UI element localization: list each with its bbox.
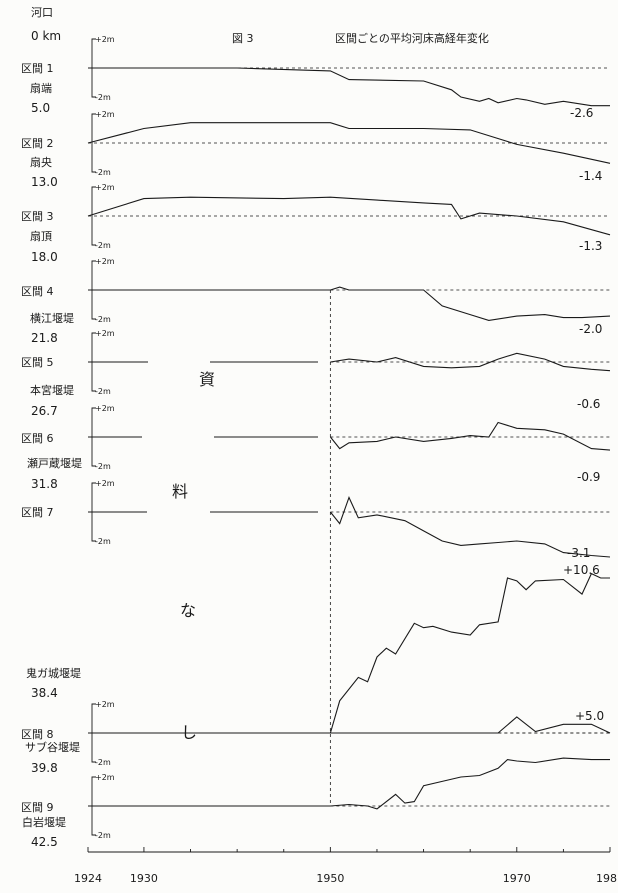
section-label: 区間 9 bbox=[21, 801, 54, 814]
scale-label-top: +2m bbox=[95, 700, 115, 709]
final-value-label: -1.3 bbox=[579, 239, 602, 253]
x-tick-label: 1930 bbox=[130, 872, 158, 885]
series-line bbox=[88, 716, 611, 734]
final-value-label: +5.0 bbox=[575, 709, 604, 723]
section-label: 区間 8 bbox=[21, 728, 54, 741]
river-point-km: 26.7 bbox=[31, 404, 58, 418]
no-data-char-3: な bbox=[180, 601, 196, 620]
scale-label-top: +2m bbox=[95, 479, 115, 488]
river-point-name: 瀬戸蔵堰堤 bbox=[27, 456, 82, 470]
scale-label-bottom: -2m bbox=[95, 758, 111, 767]
river-point-km: 0 km bbox=[31, 29, 61, 43]
x-tick-label: 1950 bbox=[316, 872, 344, 885]
x-tick-label: 1970 bbox=[503, 872, 531, 885]
section-label: 区間 4 bbox=[21, 285, 54, 298]
scale-label-top: +2m bbox=[95, 404, 115, 413]
river-point-km: 39.8 bbox=[31, 761, 58, 775]
river-point-name: サブ谷堰堤 bbox=[25, 740, 80, 754]
series-line bbox=[87, 122, 611, 164]
section-label: 区間 2 bbox=[21, 137, 54, 150]
figure-number: 図 3 bbox=[232, 32, 254, 45]
scale-label-top: +2m bbox=[95, 257, 115, 266]
final-value-label: -2.6 bbox=[570, 106, 593, 120]
series-line bbox=[330, 352, 611, 372]
section-label: 区間 3 bbox=[21, 210, 54, 223]
section-label: 区間 6 bbox=[21, 432, 54, 445]
river-point-name: 河口 bbox=[31, 6, 53, 19]
scale-label-bottom: -2m bbox=[95, 241, 111, 250]
scale-label-bottom: -2m bbox=[95, 315, 111, 324]
section-label: 区間 5 bbox=[21, 356, 54, 369]
series-line bbox=[329, 421, 611, 451]
scale-label-top: +2m bbox=[95, 773, 115, 782]
chart-title: 区間ごとの平均河床高経年変化 bbox=[335, 31, 489, 45]
river-point-km: 38.4 bbox=[31, 686, 58, 700]
series-line bbox=[88, 286, 611, 321]
scale-bracket bbox=[91, 113, 96, 173]
river-point-name: 扇端 bbox=[30, 81, 52, 95]
final-value-label: -0.9 bbox=[577, 470, 600, 484]
river-point-name: 本宮堰堤 bbox=[30, 383, 74, 397]
final-value-label: -2.0 bbox=[579, 322, 602, 336]
section-label: 区間 1 bbox=[21, 62, 54, 75]
scale-label-top: +2m bbox=[95, 183, 115, 192]
series-line bbox=[329, 572, 610, 734]
scale-label-bottom: -2m bbox=[95, 93, 111, 102]
river-point-name: 扇央 bbox=[30, 155, 52, 169]
x-tick-label: 198 bbox=[596, 872, 617, 885]
scale-label-bottom: -2m bbox=[95, 537, 111, 546]
x-tick-label: 1924 bbox=[74, 872, 102, 885]
final-value-label: -1.4 bbox=[579, 169, 602, 183]
final-value-label: +10.6 bbox=[563, 563, 600, 577]
river-point-name: 鬼ガ城堰堤 bbox=[26, 666, 81, 680]
no-data-char-2: 料 bbox=[172, 482, 188, 501]
river-point-name: 白岩堰堤 bbox=[22, 815, 66, 829]
series-line bbox=[88, 67, 610, 107]
river-point-km: 21.8 bbox=[31, 331, 58, 345]
series-line bbox=[87, 196, 611, 236]
scale-label-bottom: -2m bbox=[95, 168, 111, 177]
river-point-km: 13.0 bbox=[31, 175, 58, 189]
scale-label-top: +2m bbox=[95, 110, 115, 119]
final-value-label: -3.1 bbox=[567, 546, 590, 560]
river-point-km: 42.5 bbox=[31, 835, 58, 849]
scale-label-bottom: -2m bbox=[95, 387, 111, 396]
final-value-label: -0.6 bbox=[577, 397, 600, 411]
scale-label-bottom: -2m bbox=[95, 831, 111, 840]
section-label: 区間 7 bbox=[21, 506, 54, 519]
river-point-km: 5.0 bbox=[31, 101, 50, 115]
river-point-name: 扇頂 bbox=[30, 229, 52, 243]
scale-label-top: +2m bbox=[95, 329, 115, 338]
river-point-km: 31.8 bbox=[31, 477, 58, 491]
river-point-name: 横江堰堤 bbox=[30, 311, 74, 325]
scale-label-top: +2m bbox=[95, 35, 115, 44]
scale-bracket bbox=[91, 186, 96, 246]
no-data-char-1: 資 bbox=[199, 370, 215, 389]
series-line bbox=[88, 757, 610, 810]
series-line bbox=[329, 496, 611, 558]
river-point-km: 18.0 bbox=[31, 250, 58, 264]
scale-label-bottom: -2m bbox=[95, 462, 111, 471]
